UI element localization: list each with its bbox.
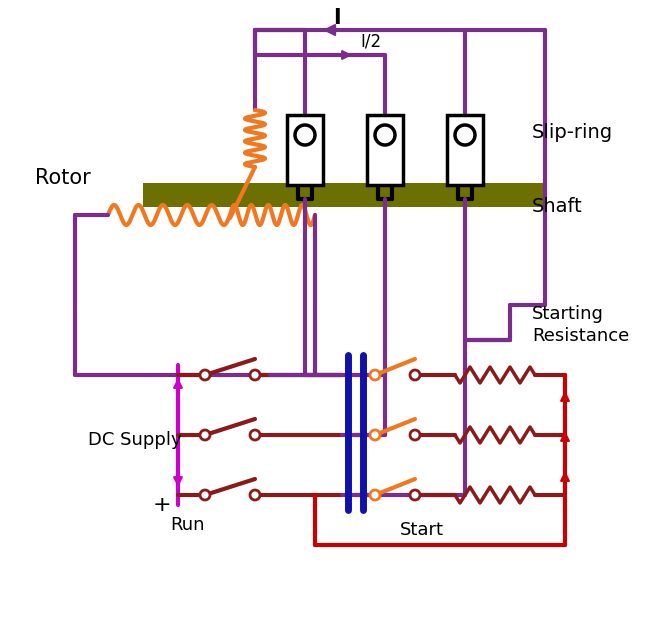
Circle shape [200,430,210,440]
Text: Starting
Resistance: Starting Resistance [532,305,629,345]
Circle shape [370,490,380,500]
Bar [287,115,323,185]
Circle shape [375,125,395,145]
Circle shape [410,370,420,380]
Circle shape [250,490,260,500]
Bar [367,115,403,185]
Circle shape [410,430,420,440]
Circle shape [295,125,315,145]
Text: DC Supply: DC Supply [88,431,181,449]
Text: I/2: I/2 [360,33,381,51]
Text: Shaft: Shaft [532,197,583,217]
Circle shape [370,430,380,440]
Circle shape [410,490,420,500]
Text: Slip-ring: Slip-ring [532,122,613,142]
Bar [143,183,545,207]
Circle shape [250,370,260,380]
Text: Start: Start [400,521,444,539]
Circle shape [200,370,210,380]
Circle shape [250,430,260,440]
Text: Rotor: Rotor [35,168,91,188]
Text: I: I [333,8,341,28]
Circle shape [370,370,380,380]
Text: +: + [152,495,171,515]
Text: Run: Run [170,516,204,534]
Circle shape [455,125,475,145]
Circle shape [200,490,210,500]
Bar [447,115,483,185]
